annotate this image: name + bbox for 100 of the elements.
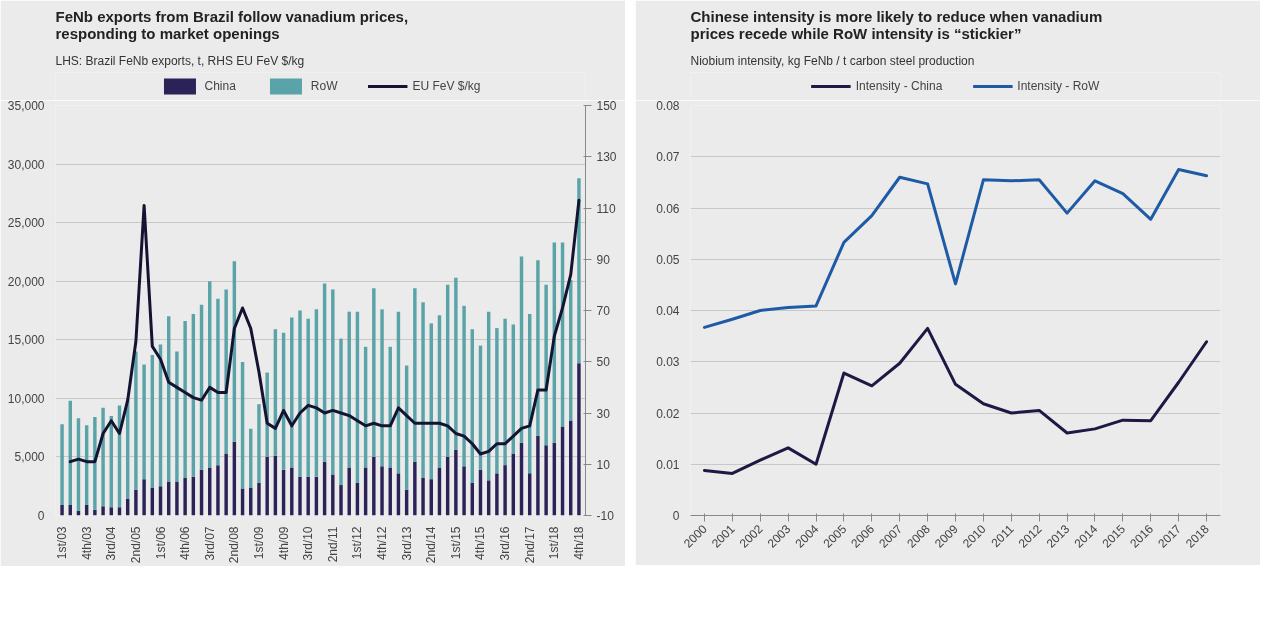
bar [142,479,146,516]
y-tick-label: 0 [37,509,45,523]
chart-title: Chinese intensity is more likely to reduce when vanadium prices recede while RoW intensity is “stickier” [690,7,1103,42]
bar [134,351,138,490]
bar [339,338,343,486]
x-tick-label: 4th/18 [571,526,586,560]
bar [298,310,302,477]
y2-tick-label: 10 [596,457,611,472]
bar [306,318,310,477]
bar [544,284,548,446]
legend-label: Intensity - China [855,79,943,93]
x-tick-label: 3rd/10 [301,526,316,561]
legend-label: Intensity - RoW [1017,79,1100,93]
y2-tick-label: -10 [596,509,615,523]
x-tick-label: 1st/12 [350,526,365,560]
bar [224,289,228,454]
x-tick-label: 4th/06 [178,526,193,560]
bar [93,509,97,516]
y-tick-label: 0.06 [656,201,680,216]
x-tick-label: 2nd/11 [325,526,340,563]
bar [503,465,507,516]
bar [454,277,458,450]
bar [216,465,220,516]
y-tick-label: 25,000 [7,216,45,231]
line-series [702,326,1209,475]
bar [134,489,138,516]
y2-tick-label: 150 [596,99,617,113]
x-tick-label: 4th/03 [79,526,94,560]
bar [536,435,540,516]
bar [372,288,376,457]
chart-subtitle: LHS: Brazil FeNb exports, t, RHS EU FeV $/kg [55,53,305,68]
y-tick-label: 0.07 [656,150,680,165]
legend-label: China [204,79,236,93]
bar [577,363,581,516]
bar [175,481,179,516]
bar [175,351,179,482]
y-tick-label: 5,000 [14,450,45,465]
bar [462,305,466,467]
bar [142,364,146,480]
bar [101,407,105,507]
y-tick-label: 0 [672,509,680,523]
bar [183,478,187,516]
bar [298,476,302,516]
bar [421,302,425,479]
bar [306,476,310,516]
bar [462,466,466,516]
bar [331,289,335,475]
x-tick-label: 2nd/05 [128,526,143,564]
bar [347,467,351,516]
y-tick-label: 15,000 [7,333,45,348]
y2-tick-label: 110 [596,201,616,216]
y-tick-label: 35,000 [7,99,45,113]
line-series [68,198,581,464]
x-tick-label: 1st/09 [251,526,266,560]
bar [372,456,376,516]
x-tick-label: 4th/12 [375,526,390,560]
bar [257,404,261,483]
x-tick-label: 3rd/13 [399,526,414,561]
bar [331,474,335,516]
y-tick-label: 20,000 [7,274,45,289]
y-tick-label: 30,000 [7,157,45,172]
bar [290,317,294,468]
y-tick-label: 10,000 [7,391,45,406]
chart-subtitle: Niobium intensity, kg FeNb / t carbon steel production [690,53,975,68]
bar [454,449,458,516]
x-tick-label: 4th/09 [276,526,291,560]
y-tick-label: 0.02 [656,406,680,421]
chart-title: FeNb exports from Brazil follow vanadium prices, responding to market openings [55,7,409,42]
y2-tick-label: 30 [596,406,611,421]
x-tick-label: 2nd/14 [424,526,439,564]
bar [503,318,507,466]
x-tick-label: 3rd/07 [202,526,217,561]
y-tick-label: 0.03 [656,355,680,370]
line-series [702,168,1209,329]
legend-label: RoW [310,79,338,93]
bar [339,485,343,516]
bar [93,417,97,510]
x-tick-label: 1st/03 [55,526,70,560]
bar [60,424,64,505]
bar [577,178,581,364]
bar [495,328,499,474]
bar [421,478,425,516]
bar [347,311,351,468]
bar [544,445,548,516]
x-tick-label: 1st/18 [547,526,562,560]
y-tick-label: 0.05 [656,252,680,267]
y2-tick-label: 90 [596,252,611,267]
x-tick-label: 1st/15 [448,526,463,560]
bar [60,504,64,516]
y2-tick-label: 50 [596,355,611,370]
bar [265,456,269,516]
bar [290,467,294,516]
x-tick-label: 4th/15 [473,526,488,560]
legend-label: EU FeV $/kg [412,79,481,93]
bar [413,461,417,516]
x-tick-label: 3rd/04 [104,526,119,561]
bar [380,466,384,516]
y2-tick-label: 130 [596,150,617,165]
y2-tick-label: 70 [596,304,611,318]
bar [495,473,499,516]
